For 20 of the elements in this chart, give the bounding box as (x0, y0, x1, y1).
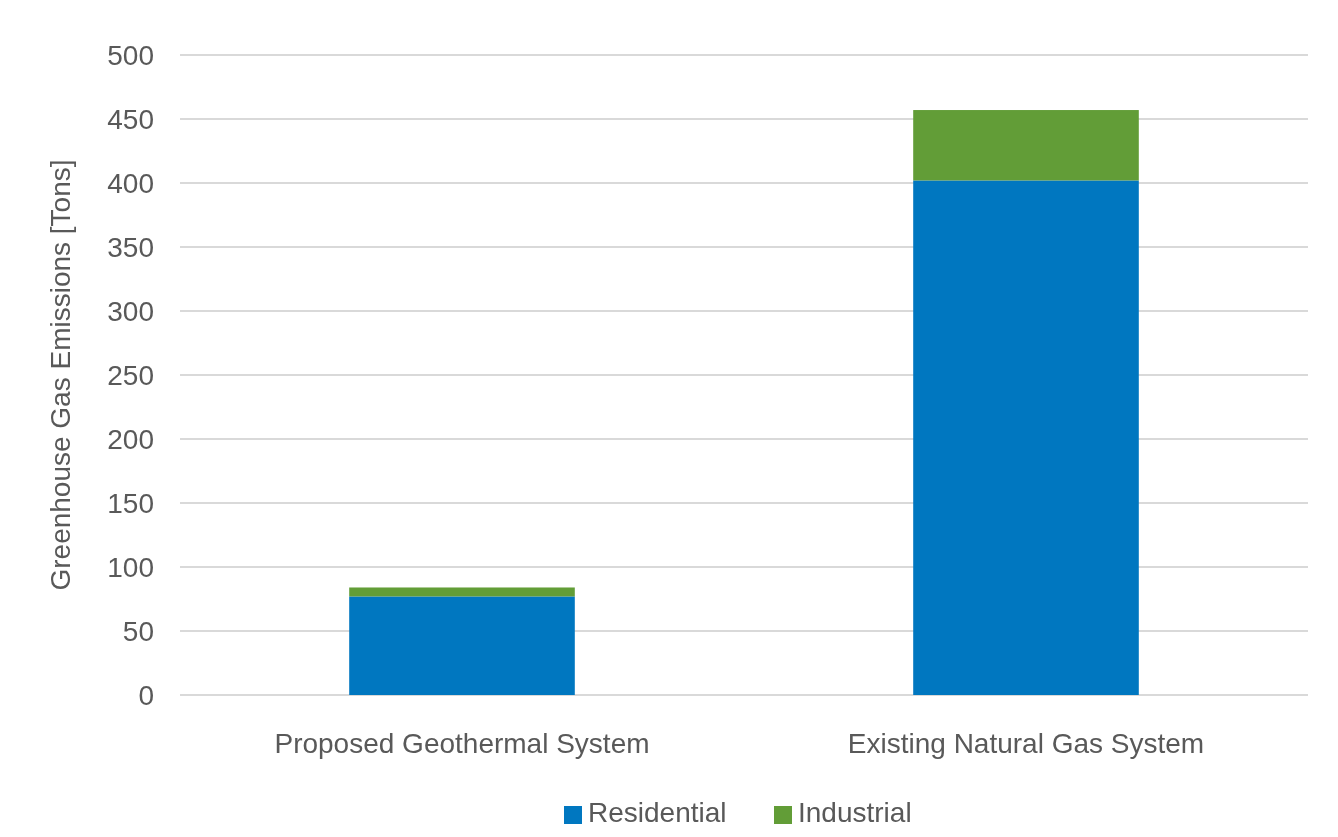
y-tick-label: 250 (107, 359, 154, 391)
bar (349, 596, 575, 695)
y-tick-label: 50 (122, 615, 154, 647)
y-tick-label: 100 (107, 551, 154, 583)
bar (913, 110, 1139, 181)
legend-label: Industrial (798, 797, 912, 828)
bar (913, 180, 1139, 695)
x-tick-label: Proposed Geothermal System (274, 728, 650, 759)
y-tick-label: 0 (138, 679, 154, 711)
y-tick-label: 450 (107, 103, 154, 135)
y-axis-title: Greenhouse Gas Emissions [Tons] (45, 159, 76, 591)
y-tick-label: 150 (107, 487, 154, 519)
y-tick-label: 200 (107, 423, 154, 455)
x-tick-label: Existing Natural Gas System (847, 728, 1205, 759)
y-tick-label: 300 (107, 295, 154, 327)
legend-label: Residential (588, 797, 727, 828)
y-tick-label: 350 (107, 231, 154, 263)
y-tick-label: 500 (107, 39, 154, 71)
y-tick-label: 400 (107, 167, 154, 199)
bar (349, 587, 575, 597)
